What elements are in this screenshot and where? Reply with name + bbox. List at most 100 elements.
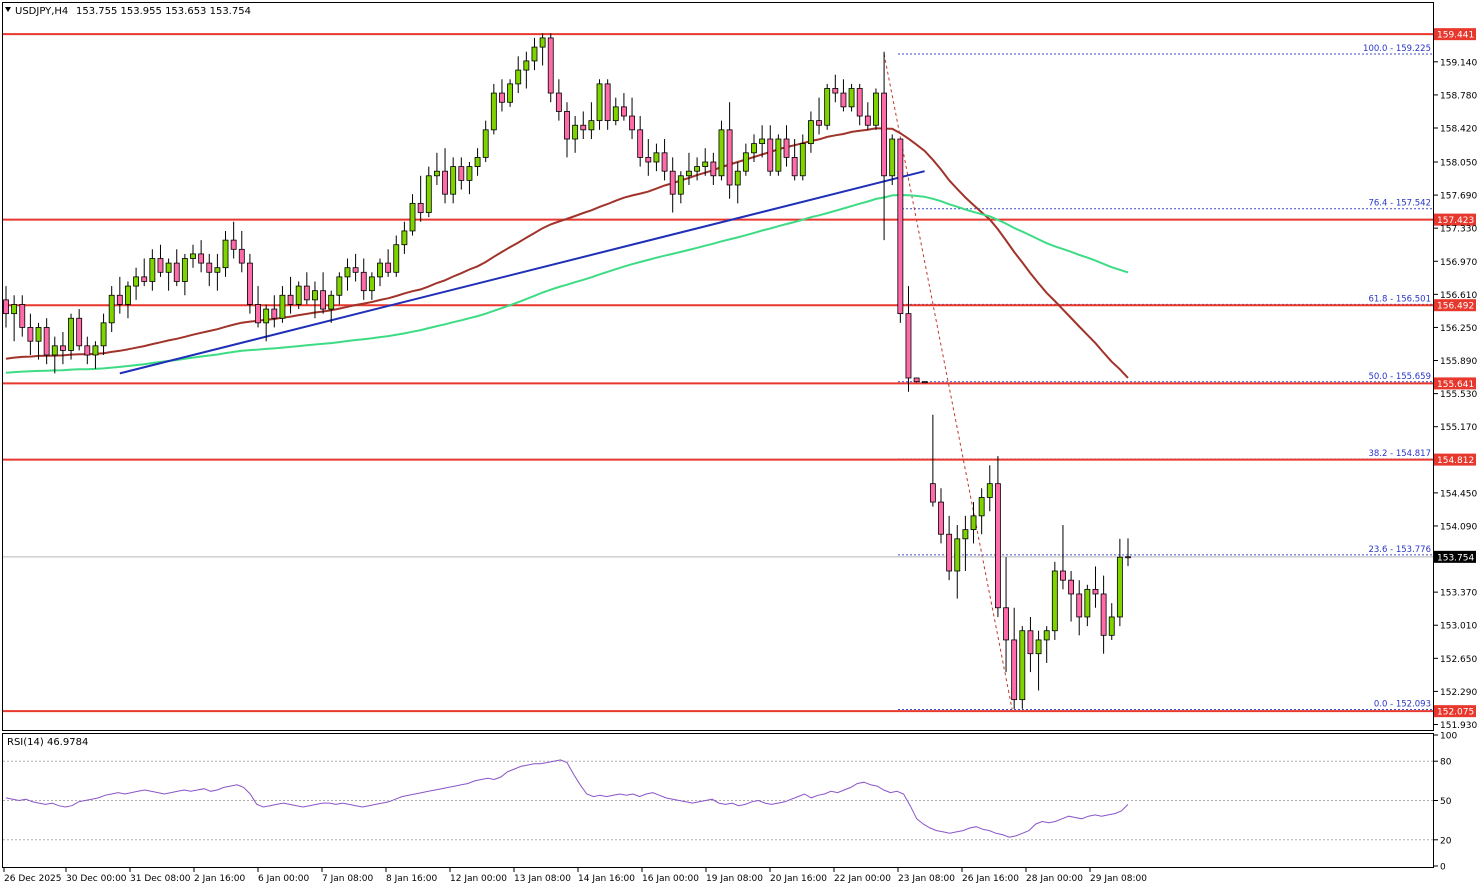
bullish-candle (653, 152, 660, 163)
price-axis: 159.140 158.780 158.420 158.050 157.690 157.3… (1434, 58, 1477, 731)
bearish-candle (946, 533, 953, 572)
price-tick-label: 153.370 (1440, 589, 1477, 599)
fibonacci-level-label: 38.2 - 154.817 (1368, 449, 1431, 459)
bullish-candle (92, 345, 99, 356)
horizontal-level-value: 159.441 (1437, 31, 1474, 41)
time-tick-label: 29 Jan 08:00 (1090, 874, 1147, 884)
bearish-candle (320, 290, 327, 310)
fibonacci-level-label: 23.6 - 153.776 (1368, 545, 1431, 555)
bearish-candle (669, 170, 676, 195)
time-tick-label: 20 Jan 16:00 (770, 874, 827, 884)
bullish-candle (523, 60, 530, 71)
bullish-candle (214, 267, 221, 273)
bearish-candle (230, 239, 237, 250)
bearish-candle (43, 327, 50, 356)
horizontal-level-tag (1434, 377, 1476, 390)
bullish-candle (425, 175, 432, 213)
horizontal-level-value: 156.492 (1437, 302, 1474, 312)
rsi-tick-label: 80 (1440, 758, 1452, 768)
price-tick-label: 154.090 (1440, 522, 1477, 532)
time-tick-label: 23 Jan 08:00 (898, 874, 955, 884)
bullish-candle (1051, 570, 1058, 632)
bullish-candle (336, 276, 343, 296)
price-tick-label: 154.450 (1440, 489, 1477, 499)
bullish-candle (11, 304, 18, 315)
bearish-candle (1092, 588, 1099, 595)
fibonacci-level-label: 0.0 - 152.093 (1374, 700, 1431, 710)
bullish-candle (344, 267, 351, 278)
bearish-candle (1027, 630, 1034, 655)
rsi-tick-label: 100 (1440, 732, 1457, 742)
time-tick-label: 12 Jan 00:00 (450, 874, 507, 884)
horizontal-level-tag (1434, 299, 1476, 312)
horizontal-level-tag (1434, 705, 1476, 718)
bearish-candle (27, 327, 34, 342)
bullish-candle (433, 170, 440, 177)
bullish-candle (531, 46, 538, 62)
price-tick-label: 157.330 (1440, 225, 1477, 235)
bearish-candle (791, 157, 798, 177)
bearish-candle (198, 253, 205, 264)
fibonacci-labels: 100.0 - 159.225 76.4 - 157.542 61.8 - 156.… (1363, 44, 1431, 709)
bearish-candle (938, 501, 944, 535)
bullish-candle (125, 285, 131, 305)
candles (3, 33, 1131, 709)
price-tick-label: 155.170 (1440, 423, 1477, 433)
bearish-candle (921, 381, 928, 384)
time-axis: 26 Dec 2025 30 Dec 00:00 31 Dec 08:00 2 Jan… (3, 868, 1147, 884)
fibonacci-level-label: 76.4 - 157.542 (1368, 199, 1431, 209)
bullish-candle (986, 483, 993, 498)
bullish-candle (409, 202, 416, 232)
bullish-candle (1019, 630, 1026, 701)
bullish-candle (133, 276, 140, 287)
rsi-label: RSI(14) 46.9784 (7, 737, 88, 748)
bearish-candle (1125, 556, 1131, 559)
moving-average-fast (5, 193, 1129, 374)
main-plot-frame (2, 2, 1434, 731)
bearish-candle (1011, 639, 1018, 701)
bullish-candle (35, 327, 42, 342)
bullish-candle (368, 276, 375, 292)
bearish-candle (881, 92, 888, 177)
moving-average-slow (5, 127, 1129, 379)
collapse-triangle-icon[interactable] (5, 7, 11, 12)
bullish-candle (1084, 588, 1091, 618)
bearish-candle (929, 483, 936, 503)
rising-trendline (119, 170, 925, 375)
bearish-candle (84, 345, 91, 356)
bullish-candle (734, 170, 741, 186)
bullish-candle (165, 262, 172, 273)
bullish-candle (873, 92, 879, 126)
rsi-tick-label: 50 (1440, 797, 1452, 807)
price-tick-label: 151.930 (1440, 721, 1477, 731)
bullish-candle (677, 175, 684, 195)
bearish-candle (645, 157, 652, 163)
bullish-candle (295, 285, 302, 305)
bullish-candle (181, 258, 188, 282)
bullish-candle (539, 37, 546, 48)
bearish-candle (864, 115, 871, 126)
price-tick-label: 158.420 (1440, 124, 1477, 134)
bearish-candle (157, 258, 164, 273)
bearish-candle (3, 299, 9, 315)
moving-averages (5, 127, 1129, 379)
bearish-candle (303, 285, 310, 301)
chart-ohlc: 153.755 153.955 153.653 153.754 (76, 6, 251, 17)
bearish-candle (499, 92, 505, 103)
price-tick-label: 156.250 (1440, 324, 1477, 334)
bullish-candle (1116, 556, 1123, 618)
bullish-candle (279, 294, 286, 319)
horizontal-level-value: 152.075 (1437, 708, 1474, 718)
bullish-candle (612, 106, 619, 122)
rsi-plot-frame (2, 733, 1434, 868)
bearish-candle (856, 88, 863, 117)
bearish-candle (59, 345, 66, 351)
bullish-candle (515, 69, 522, 85)
bearish-candle (661, 152, 668, 172)
rsi-axis: 100 80 50 20 0 (1434, 732, 1457, 873)
bullish-candle (108, 294, 115, 324)
bearish-candle (1076, 593, 1083, 618)
bullish-candle (848, 88, 855, 108)
